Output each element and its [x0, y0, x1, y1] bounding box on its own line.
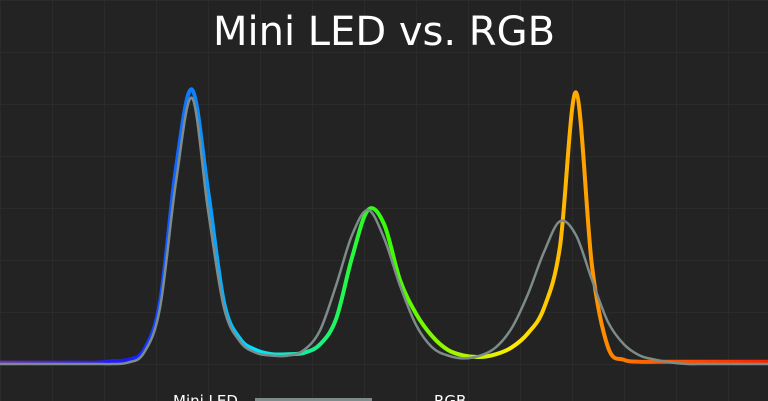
- legend-label: Mini LED: [173, 392, 238, 401]
- legend-label: RGB: [434, 392, 466, 401]
- series-line: [0, 87, 768, 365]
- chart-title: Mini LED vs. RGB: [213, 9, 555, 55]
- series-line: [0, 96, 768, 366]
